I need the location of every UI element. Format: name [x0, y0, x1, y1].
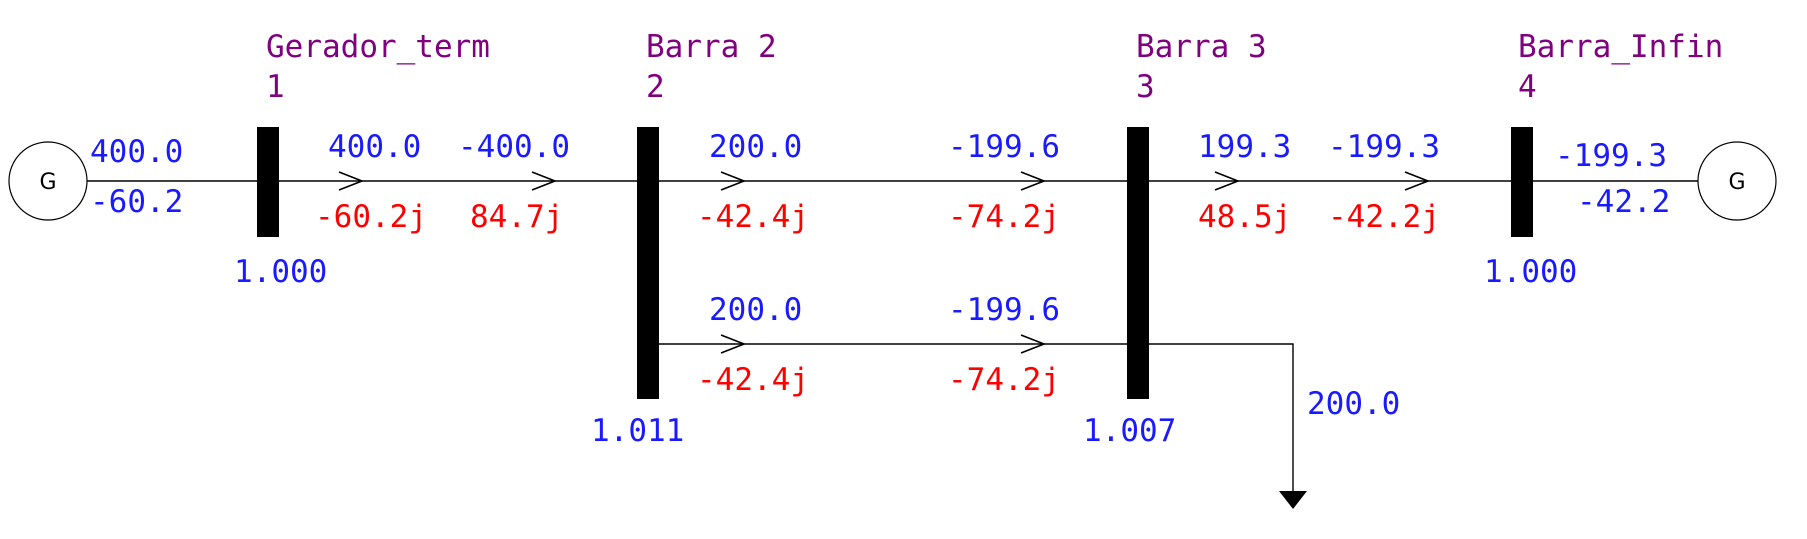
gen-left-p: 400.0	[90, 134, 183, 170]
branch-2-3b-to-q: -74.2j	[948, 362, 1060, 398]
branch-1-2-from-p: 400.0	[328, 129, 421, 165]
bus-1-number: 1	[266, 69, 285, 105]
generator-right[interactable]: G	[1697, 141, 1777, 221]
wire-bus-3-to-load	[1144, 343, 1294, 492]
branch-2-3a-from-p: 200.0	[709, 129, 802, 165]
flow-arrow-icon	[1020, 334, 1047, 354]
generator-icon	[8, 141, 88, 221]
flow-arrow-icon	[531, 171, 558, 191]
bus-4-number: 4	[1518, 69, 1537, 105]
generator-icon	[1697, 141, 1777, 221]
load-p: 200.0	[1307, 386, 1400, 422]
flow-arrow-icon	[1404, 171, 1431, 191]
load-arrow-icon	[1279, 491, 1307, 509]
gen-right-p: -199.3	[1555, 138, 1667, 174]
branch-2-3a-to-p: -199.6	[948, 129, 1060, 165]
bus-3-name: Barra 3	[1136, 29, 1267, 65]
gen-left-q: -60.2	[90, 184, 183, 220]
branch-1-2-from-q: -60.2j	[315, 199, 427, 235]
generator-right-symbol: G	[1728, 170, 1745, 195]
branch-3-4-from-q: 48.5j	[1198, 199, 1291, 235]
flow-arrow-icon	[1214, 171, 1241, 191]
bus-1-name: Gerador_term	[266, 29, 490, 65]
branch-2-3b-from-p: 200.0	[709, 292, 802, 328]
flow-arrow-icon	[720, 334, 747, 354]
branch-1-2-to-p: -400.0	[458, 129, 570, 165]
bus-bar-2[interactable]	[637, 127, 659, 399]
generator-left[interactable]: G	[8, 141, 88, 221]
bus-labels: Gerador_term 1 Barra 2 2 Barra 3 3 Barra…	[266, 29, 1723, 105]
reactive-power-labels: -60.2j 84.7j -42.4j -74.2j 48.5j -42.2j …	[315, 199, 1440, 398]
branch-3-4-to-q: -42.2j	[1328, 199, 1440, 235]
bus-voltages: 1.000 1.011 1.007 1.000	[234, 254, 1577, 449]
generator-left-symbol: G	[39, 170, 56, 195]
bus-1-voltage: 1.000	[234, 254, 327, 290]
bus-4-name: Barra_Infin	[1518, 29, 1723, 65]
branch-2-3a-to-q: -74.2j	[948, 199, 1060, 235]
branch-3-4-to-p: -199.3	[1328, 129, 1440, 165]
branch-2-3b-to-p: -199.6	[948, 292, 1060, 328]
branch-3-4-from-p: 199.3	[1198, 129, 1291, 165]
flow-arrow-icon	[338, 171, 365, 191]
branch-1-2-to-q: 84.7j	[470, 199, 563, 235]
bus-3-number: 3	[1136, 69, 1155, 105]
bus-2-number: 2	[646, 69, 665, 105]
bus-bar-1[interactable]	[257, 127, 279, 237]
flow-arrow-icon	[720, 171, 747, 191]
branch-2-3b-from-q: -42.4j	[697, 362, 809, 398]
flow-arrow-icon	[1020, 171, 1047, 191]
bus-bar-3[interactable]	[1127, 127, 1149, 399]
bus-2-voltage: 1.011	[591, 413, 684, 449]
gen-right-q: -42.2	[1577, 184, 1670, 220]
branch-2-3a-from-q: -42.4j	[697, 199, 809, 235]
bus-4-voltage: 1.000	[1484, 254, 1577, 290]
bus-3-voltage: 1.007	[1083, 413, 1176, 449]
active-power-labels: 400.0 -60.2 400.0 -400.0 200.0 -199.6 19…	[90, 129, 1670, 422]
bus-bar-4[interactable]	[1511, 127, 1533, 237]
bus-2-name: Barra 2	[646, 29, 777, 65]
